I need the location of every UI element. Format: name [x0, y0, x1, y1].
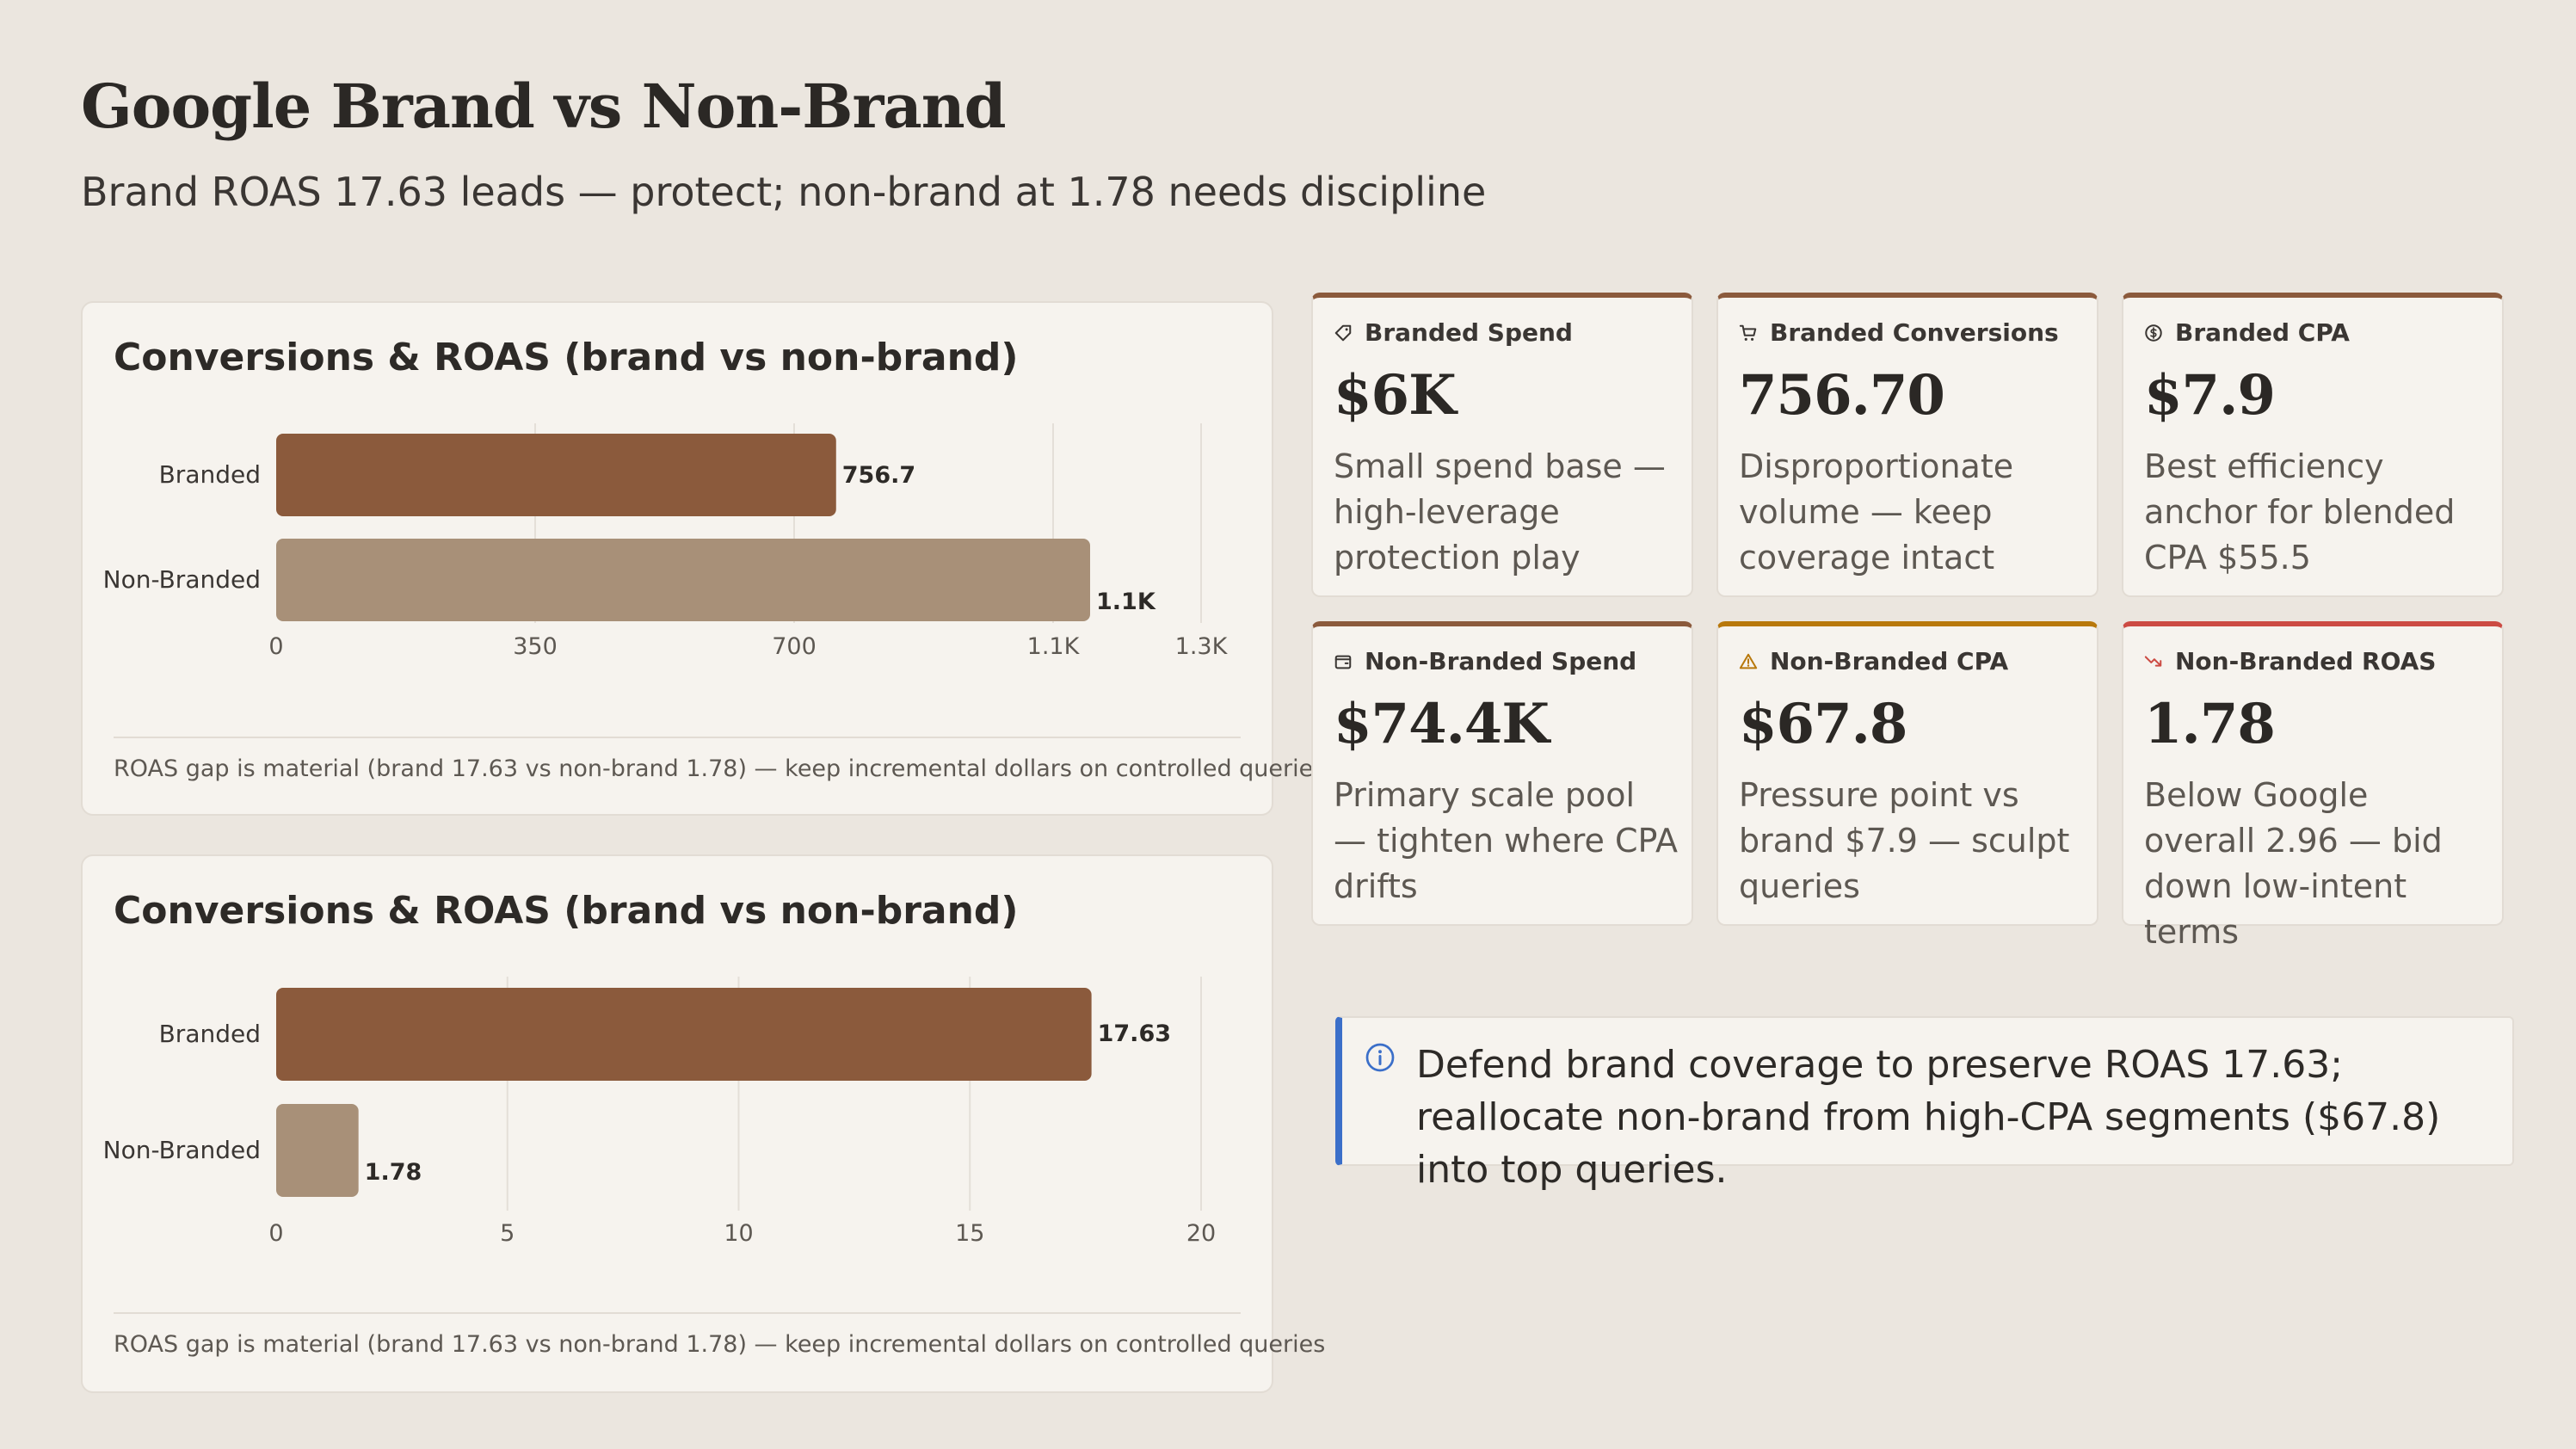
kpi-card-branded-spend: Branded Spend $6K Small spend base — hig…	[1311, 293, 1693, 597]
x-tick-label: 20	[1186, 1220, 1216, 1247]
category-label: Branded	[159, 1020, 261, 1048]
kpi-value: 756.70	[1739, 363, 1945, 428]
kpi-text: Pressure point vs brand $7.9 — sculpt qu…	[1739, 776, 2070, 905]
kpi-value: $67.8	[1739, 692, 1907, 756]
kpi-text: Disproportionate volume — keep coverage …	[1739, 447, 2014, 577]
x-tick-label: 1.1K	[1027, 633, 1081, 660]
category-label: Non-Branded	[103, 1136, 261, 1164]
roas-chart-card: Conversions & ROAS (brand vs non-brand) …	[81, 854, 1325, 1393]
kpi-text: Small spend base — high-leverage protect…	[1334, 447, 1666, 577]
kpi-value: 1.78	[2144, 692, 2276, 756]
conversions-chart-card: Conversions & ROAS (brand vs non-brand) …	[81, 301, 1325, 816]
bar-non-branded	[276, 539, 1090, 621]
kpi-label: Non-Branded Spend	[1365, 647, 1637, 675]
kpi-card-branded-conversions: Branded Conversions 756.70 Disproportion…	[1716, 293, 2098, 597]
chart-note: ROAS gap is material (brand 17.63 vs non…	[114, 1331, 1326, 1358]
wallet-icon	[1334, 655, 1352, 669]
x-tick-label: 0	[268, 1220, 283, 1247]
recommendation-callout: Defend brand coverage to preserve ROAS 1…	[1335, 1016, 2514, 1192]
bar-branded	[276, 434, 836, 516]
kpi-label: Non-Branded ROAS	[2175, 647, 2437, 675]
kpi-text: Best efficiency anchor for blended CPA $…	[2144, 447, 2456, 577]
kpi-label: Non-Branded CPA	[1770, 647, 2009, 675]
x-tick-label: 1.3K	[1175, 633, 1229, 660]
data-label: 17.63	[1098, 1020, 1171, 1047]
x-tick-label: 15	[955, 1220, 984, 1247]
info-icon	[1365, 1043, 1395, 1072]
chart-note: ROAS gap is material (brand 17.63 vs non…	[114, 755, 1326, 782]
kpi-text: Below Google overall 2.96 — bid down low…	[2144, 776, 2443, 951]
kpi-card-branded-cpa: Branded CPA $7.9 Best efficiency anchor …	[2122, 293, 2504, 597]
x-tick-label: 10	[724, 1220, 753, 1247]
dollar-circle-icon	[2145, 324, 2162, 342]
x-tick-label: 350	[513, 633, 558, 660]
x-tick-label: 700	[772, 633, 817, 660]
bar-non-branded	[276, 1104, 359, 1197]
x-tick-label: 5	[500, 1220, 515, 1247]
bar-branded	[276, 988, 1092, 1081]
kpi-card-non-branded-cpa: Non-Branded CPA $67.8 Pressure point vs …	[1716, 621, 2098, 926]
kpi-label: Branded CPA	[2175, 318, 2350, 347]
kpi-text: Primary scale pool — tighten where CPA d…	[1334, 776, 1678, 905]
trend-down-icon	[2144, 655, 2162, 667]
page-title: Google Brand vs Non-Brand	[81, 71, 1007, 142]
page-subtitle: Brand ROAS 17.63 leads — protect; non-br…	[81, 169, 1487, 215]
warning-icon	[1739, 653, 1758, 669]
category-label: Branded	[159, 460, 261, 489]
kpi-label: Branded Conversions	[1770, 318, 2059, 347]
roas-bar-chart: 0 5 10 15 20 Branded 17.63 Non-Branded 1.78	[103, 977, 1216, 1247]
chart-title: Conversions & ROAS (brand vs non-brand)	[114, 336, 1019, 379]
kpi-value: $7.9	[2144, 363, 2276, 428]
chart-divider	[114, 1312, 1241, 1314]
kpi-card-non-branded-roas: Non-Branded ROAS 1.78 Below Google overa…	[2122, 621, 2504, 951]
chart-title: Conversions & ROAS (brand vs non-brand)	[114, 889, 1019, 933]
kpi-card-non-branded-spend: Non-Branded Spend $74.4K Primary scale p…	[1311, 621, 1693, 926]
category-label: Non-Branded	[103, 565, 261, 594]
kpi-label: Branded Spend	[1365, 318, 1573, 347]
cart-icon	[1739, 324, 1757, 341]
data-label: 756.7	[842, 462, 915, 489]
kpi-value: $74.4K	[1334, 692, 1550, 756]
conversions-bar-chart: 0 350 700 1.1K 1.3K Branded 756.7 Non-Branded 1.…	[103, 423, 1229, 660]
chart-divider	[114, 737, 1241, 738]
data-label: 1.1K	[1096, 589, 1156, 615]
x-tick-label: 0	[268, 633, 283, 660]
tag-icon	[1334, 324, 1352, 341]
data-label: 1.78	[365, 1159, 422, 1186]
callout-text: Defend brand coverage to preserve ROAS 1…	[1416, 1043, 2441, 1192]
kpi-value: $6K	[1334, 363, 1457, 428]
